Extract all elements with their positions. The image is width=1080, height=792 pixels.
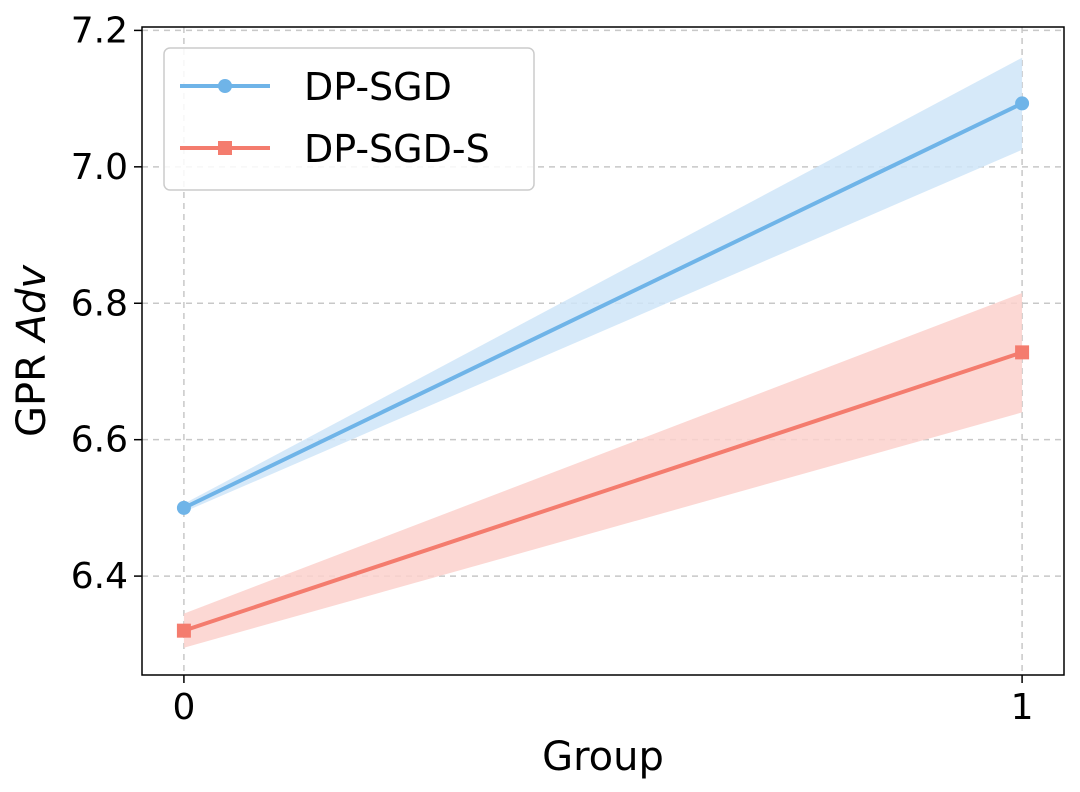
y-tick-label: 7.2 (71, 10, 128, 51)
legend-label-dp-sgd-s: DP-SGD-S (304, 127, 490, 171)
y-tick-label: 6.4 (71, 556, 128, 597)
y-axis-label-italic: Adv (9, 264, 55, 345)
x-tick-label: 1 (1011, 687, 1034, 728)
legend-label-dp-sgd: DP-SGD (304, 65, 452, 109)
y-axis-label: GPR Adv (9, 264, 55, 437)
legend-marker-dp-sgd-s (218, 141, 232, 155)
y-tick-label: 6.8 (71, 283, 128, 324)
dp-sgd-s-point (176, 623, 191, 638)
dp-sgd-point (176, 500, 191, 515)
dp-sgd-line (183, 101, 1023, 510)
dp-sgd-s-band (183, 293, 1023, 648)
x-tick-label: 0 (172, 687, 195, 728)
dp-sgd-s-line (183, 350, 1023, 633)
dp-sgd-point (1015, 96, 1030, 111)
legend-marker-dp-sgd (218, 79, 232, 93)
dp-sgd-s-point (1015, 345, 1030, 360)
series-lines (183, 101, 1023, 633)
y-axis-label-prefix: GPR (9, 341, 55, 437)
y-tick-label: 6.6 (71, 420, 128, 461)
dp-sgd-band (183, 57, 1023, 512)
y-tick-label: 7.0 (71, 147, 128, 188)
x-axis-label: Group (542, 734, 664, 780)
plot-frame (141, 26, 1065, 676)
legend: DP-SGD DP-SGD-S (163, 47, 535, 191)
legend-entries: DP-SGD DP-SGD-S (180, 65, 490, 171)
legend-box (163, 47, 535, 191)
axis-ticks: 6.4 6.6 6.8 7.0 7.2 0 1 (71, 10, 1034, 728)
series-markers (176, 96, 1030, 638)
